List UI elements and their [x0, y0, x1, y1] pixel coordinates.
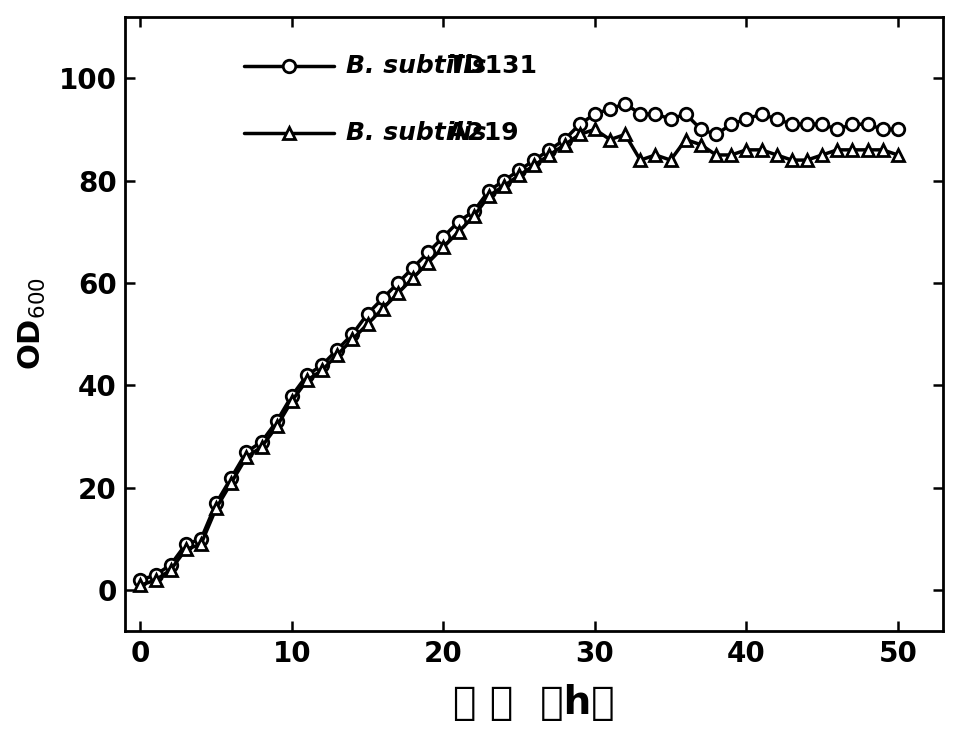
Text: B. subtilis: B. subtilis [347, 54, 487, 78]
Y-axis label: OD$_{600}$: OD$_{600}$ [16, 278, 48, 370]
X-axis label: 时 间  （h）: 时 间 （h） [453, 684, 615, 722]
Text: A219: A219 [448, 121, 520, 146]
Text: B. subtilis: B. subtilis [347, 121, 487, 146]
Text: TD131: TD131 [448, 54, 539, 78]
